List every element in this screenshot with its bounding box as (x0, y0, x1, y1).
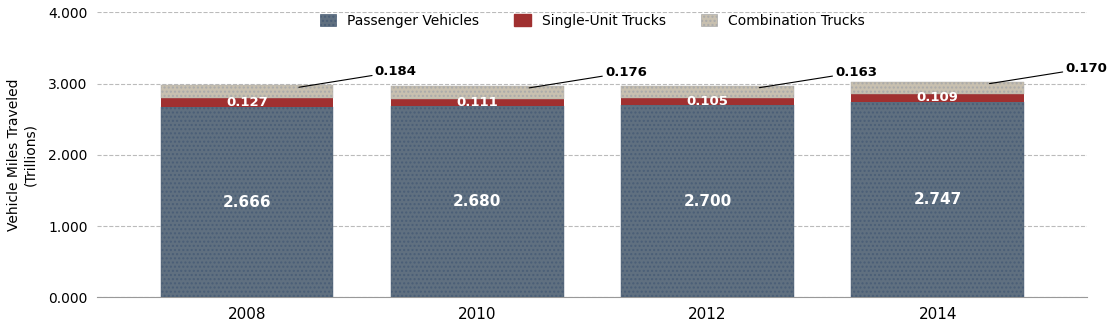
Text: 0.105: 0.105 (687, 95, 728, 108)
Text: 0.127: 0.127 (227, 96, 268, 110)
Bar (161, 85, 334, 98)
Text: 0.184: 0.184 (299, 65, 417, 87)
Bar (621, 98, 794, 105)
Bar (391, 86, 564, 99)
Bar (851, 94, 1024, 102)
Bar (161, 98, 334, 108)
Bar (621, 105, 794, 297)
Bar (851, 102, 1024, 297)
Bar (851, 82, 1024, 94)
Bar (161, 108, 334, 297)
Text: 2.666: 2.666 (222, 195, 271, 210)
Bar (391, 107, 564, 297)
Legend: Passenger Vehicles, Single-Unit Trucks, Combination Trucks: Passenger Vehicles, Single-Unit Trucks, … (319, 14, 866, 28)
Text: 0.111: 0.111 (457, 96, 498, 109)
Text: 2.700: 2.700 (684, 194, 732, 209)
Text: 2.747: 2.747 (914, 192, 962, 207)
Text: 0.176: 0.176 (529, 66, 647, 88)
Bar (391, 99, 564, 107)
Text: 0.109: 0.109 (917, 91, 958, 104)
Y-axis label: Vehicle Miles Traveled
(Trillions): Vehicle Miles Traveled (Trillions) (7, 79, 37, 231)
Text: 0.170: 0.170 (990, 62, 1107, 84)
Text: 2.680: 2.680 (454, 194, 502, 209)
Text: 0.163: 0.163 (760, 66, 877, 88)
Bar (621, 86, 794, 98)
